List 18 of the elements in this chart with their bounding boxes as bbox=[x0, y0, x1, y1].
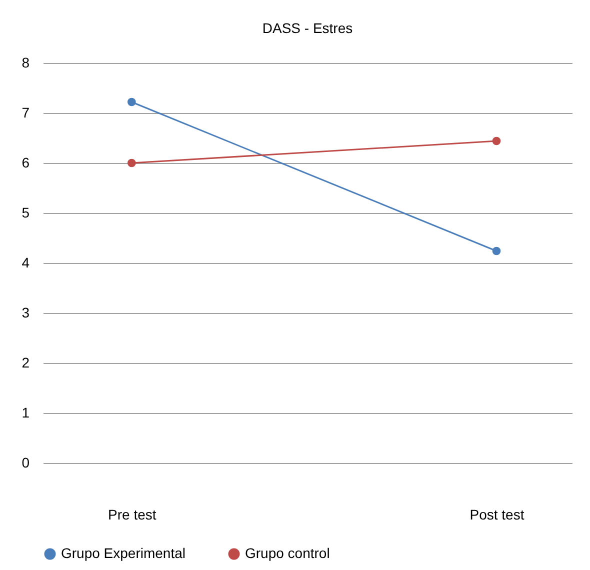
point bbox=[492, 136, 501, 146]
y-tick-label: 0 bbox=[22, 454, 30, 470]
y-tick-label: 3 bbox=[22, 304, 30, 320]
y-tick-label: 2 bbox=[22, 354, 30, 370]
point bbox=[127, 158, 136, 168]
chart-title: DASS - Estres bbox=[262, 20, 353, 36]
x-tick-label: Post test bbox=[470, 506, 524, 522]
y-tick-label: 4 bbox=[22, 254, 30, 270]
point bbox=[492, 246, 501, 256]
legend-label: Grupo control bbox=[245, 545, 330, 561]
legend-label: Grupo Experimental bbox=[61, 545, 186, 561]
y-tick-label: 6 bbox=[22, 154, 30, 170]
y-tick-label: 7 bbox=[22, 104, 30, 120]
x-tick-label: Pre test bbox=[108, 506, 156, 522]
y-tick-label: 5 bbox=[22, 204, 30, 220]
point bbox=[127, 98, 136, 106]
y-tick-label: 1 bbox=[22, 404, 30, 420]
y-tick-label: 8 bbox=[22, 54, 30, 70]
